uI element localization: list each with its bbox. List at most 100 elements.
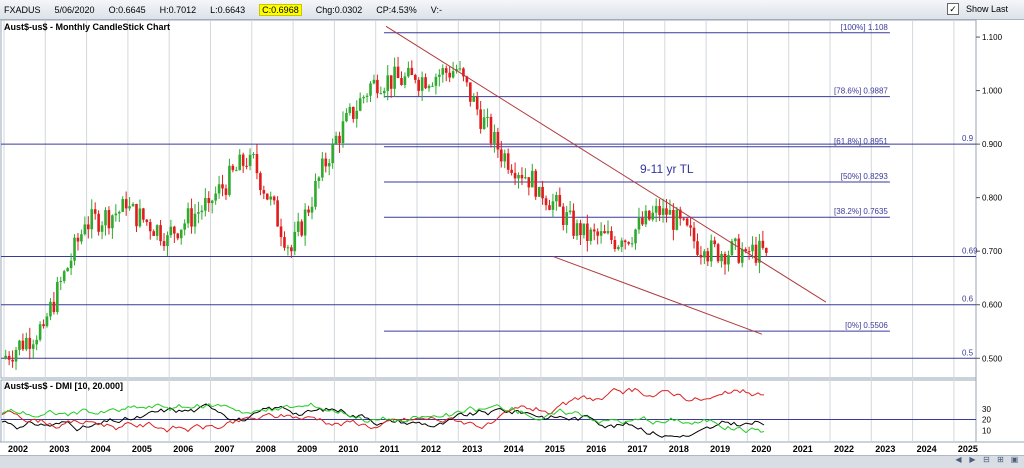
candle-body	[362, 96, 365, 99]
candle-body	[517, 174, 520, 179]
candle-body	[162, 241, 166, 247]
candle-body	[713, 240, 716, 245]
candle-body	[341, 121, 345, 144]
candle-body	[620, 240, 624, 247]
candle-body	[469, 82, 472, 102]
candle-body	[482, 117, 486, 129]
candle-body	[486, 116, 489, 118]
checkbox-icon[interactable]: ✓	[946, 3, 959, 15]
candle-body	[262, 190, 266, 194]
candle-body	[744, 249, 747, 252]
candle-body	[458, 68, 462, 70]
candle-body	[269, 196, 273, 200]
price-chart: 0.9 0.69 0.6 0.5 [100%] 1.108 [78.6%] 0.9887…	[0, 19, 1024, 454]
candle-body	[654, 205, 658, 213]
candle-body	[14, 349, 18, 362]
x-tick-label: 2003	[49, 444, 69, 454]
candle-body	[572, 210, 575, 236]
candle-body	[97, 213, 100, 232]
candle-body	[716, 244, 720, 262]
scroll-bar[interactable]	[0, 455, 1024, 468]
candle-body	[152, 231, 155, 236]
candle-body	[93, 209, 97, 214]
candle-body	[345, 112, 348, 122]
x-tick-label: 2006	[173, 444, 193, 454]
candle-body	[228, 165, 231, 195]
candle-body	[524, 177, 527, 179]
candle-body	[451, 71, 455, 78]
candle-body	[448, 72, 451, 78]
fib-label: [0%] 0.5506	[845, 321, 888, 330]
y-tick-label: 0.500	[982, 354, 1003, 363]
candle-body	[348, 106, 352, 113]
candle-body	[35, 339, 38, 345]
candle-body	[537, 186, 541, 197]
x-tick-label: 2002	[8, 444, 28, 454]
x-tick-label: 2016	[586, 444, 606, 454]
x-tick-label: 2004	[91, 444, 111, 454]
candle-body	[176, 233, 180, 239]
candle-body	[186, 208, 190, 224]
level-label: 0.5	[962, 348, 974, 357]
candle-body	[90, 209, 94, 230]
scroll-right-icon[interactable]: ⊞	[997, 455, 1004, 464]
fit-icon[interactable]: ▣	[1010, 455, 1019, 464]
candle-body	[217, 184, 221, 194]
candle-body	[379, 93, 383, 95]
x-tick-label: 2010	[338, 444, 358, 454]
candle-body	[527, 177, 531, 188]
high-label: H:0.7012	[159, 4, 197, 15]
fib-label: [38.2%] 0.7635	[834, 207, 888, 216]
candle-body	[765, 247, 768, 253]
candle-body	[121, 199, 125, 212]
candle-body	[444, 68, 448, 73]
candle-body	[503, 153, 507, 162]
candle-body	[685, 218, 689, 226]
candle-body	[555, 195, 558, 202]
candle-body	[42, 324, 45, 327]
candle-body	[56, 281, 59, 312]
candle-body	[358, 98, 362, 111]
candle-body	[300, 221, 303, 236]
candle-body	[709, 240, 713, 262]
candle-body	[111, 215, 114, 229]
candle-body	[138, 208, 142, 227]
candle-body	[558, 195, 562, 207]
candle-body	[159, 225, 162, 242]
candle-body	[117, 211, 121, 214]
candle-body	[506, 153, 510, 170]
candle-body	[396, 66, 400, 79]
candle-body	[69, 260, 73, 269]
candle-body	[658, 205, 661, 215]
x-tick-label: 2013	[462, 444, 482, 454]
candle-body	[352, 106, 355, 119]
candle-body	[207, 198, 211, 204]
candle-body	[283, 237, 286, 248]
candle-body	[107, 210, 111, 229]
candle-body	[372, 79, 376, 84]
candle-body	[737, 238, 741, 263]
candle-body	[431, 85, 434, 87]
fib-label: [61.8%] 0.8951	[834, 137, 888, 146]
candle-body	[699, 254, 703, 258]
zoom-in-icon[interactable]: ▶	[969, 455, 976, 464]
candle-body	[76, 237, 80, 242]
candle-body	[80, 234, 83, 242]
candle-body	[59, 281, 63, 283]
show-last-toggle[interactable]: ✓ Show Last	[946, 3, 1018, 15]
dmi-tick-label: 30	[982, 405, 991, 414]
candle-body	[582, 223, 586, 236]
candle-body	[11, 359, 14, 362]
zoom-out-icon[interactable]: ◀	[955, 455, 962, 464]
candle-body	[551, 201, 555, 210]
scroll-left-icon[interactable]: ⊟	[983, 455, 990, 464]
candle-body	[606, 231, 610, 234]
candle-body	[204, 198, 207, 211]
y-tick-label: 1.000	[982, 87, 1003, 96]
candle-body	[472, 96, 476, 102]
x-tick-label: 2025	[958, 444, 978, 454]
candle-body	[586, 223, 589, 241]
candle-body	[259, 173, 262, 191]
candle-body	[386, 75, 390, 91]
x-tick-label: 2008	[256, 444, 276, 454]
